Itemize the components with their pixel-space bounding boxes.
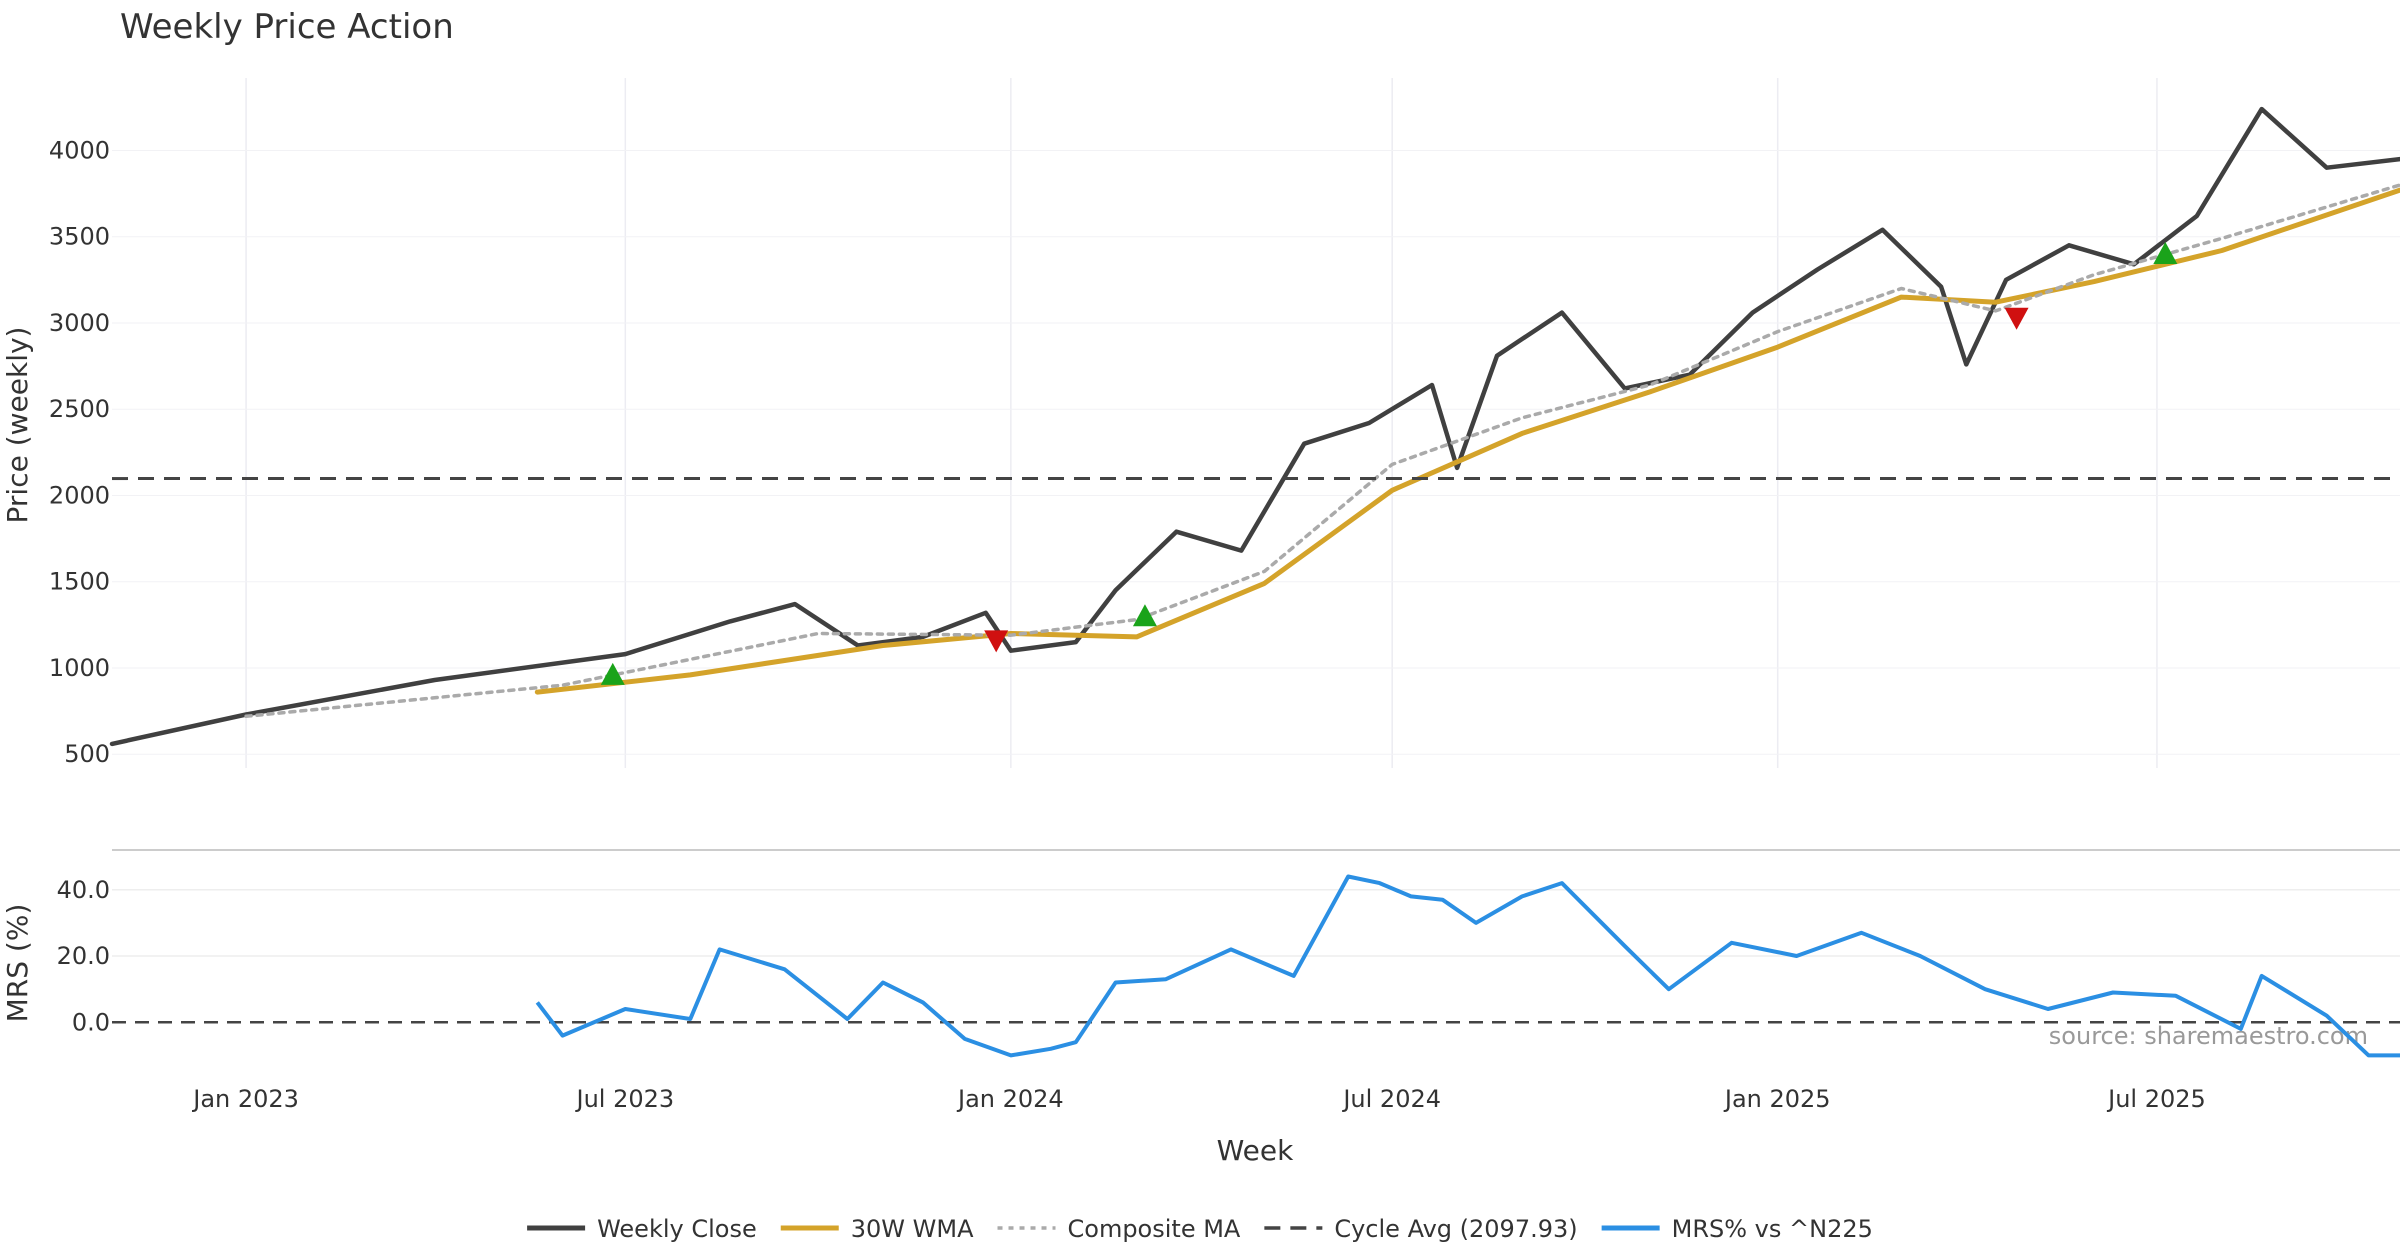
price-y-tick-label: 2000 [49, 481, 110, 509]
mrs-line [535, 874, 2400, 1058]
sell-signal-marker [2004, 307, 2029, 330]
price-y-tick-label: 4000 [49, 136, 110, 164]
legend-label: Weekly Close [597, 1215, 757, 1243]
weekly-close-line [109, 106, 2400, 747]
x-tick-label: Jul 2024 [1341, 1085, 1441, 1113]
x-tick-label: Jan 2023 [191, 1085, 299, 1113]
x-tick-label: Jan 2025 [1723, 1085, 1831, 1113]
legend-label: MRS% vs ^N225 [1672, 1215, 1873, 1243]
price-panel [109, 106, 2400, 747]
buy-signal-marker [600, 662, 625, 685]
price-y-tick-label: 1500 [49, 568, 110, 596]
price-y-tick-label: 500 [64, 740, 110, 768]
x-tick-label: Jul 2025 [2106, 1085, 2206, 1113]
x-tick-label: Jul 2023 [574, 1085, 674, 1113]
price-y-tick-label: 3000 [49, 309, 110, 337]
price-y-tick-label: 1000 [49, 654, 110, 682]
grid: Jan 2023 Jul 2023 Jan 2024 Jul 2024 Jan 2025… [49, 78, 2400, 1113]
sell-signal-marker [984, 630, 1009, 653]
price-y-tick-label: 3500 [49, 223, 110, 251]
mrs-y-tick-label: 0.0 [72, 1008, 110, 1036]
buy-signal-marker [2153, 241, 2178, 264]
buy-signal-marker [1132, 604, 1157, 627]
mrs-y-tick-label: 20.0 [57, 942, 110, 970]
mrs-y-axis-label: MRS (%) [1, 904, 34, 1023]
price-y-axis-label: Price (weekly) [1, 327, 34, 524]
legend-label: Composite MA [1068, 1215, 1241, 1243]
source-annotation: source: sharemaestro.com [2049, 1022, 2368, 1050]
mrs-y-tick-label: 40.0 [57, 876, 110, 904]
chart-title: Weekly Price Action [120, 7, 454, 47]
legend: Weekly Close 30W WMA Composite MA Cycle Avg… [527, 1215, 1873, 1243]
x-axis-label: Week [1217, 1134, 1294, 1167]
composite-ma-line [244, 183, 2400, 719]
legend-label: Cycle Avg (2097.93) [1334, 1215, 1577, 1243]
price-y-tick-label: 2500 [49, 395, 110, 423]
mrs-panel [112, 874, 2400, 1058]
x-tick-label: Jan 2024 [956, 1085, 1064, 1113]
legend-label: 30W WMA [851, 1215, 974, 1243]
